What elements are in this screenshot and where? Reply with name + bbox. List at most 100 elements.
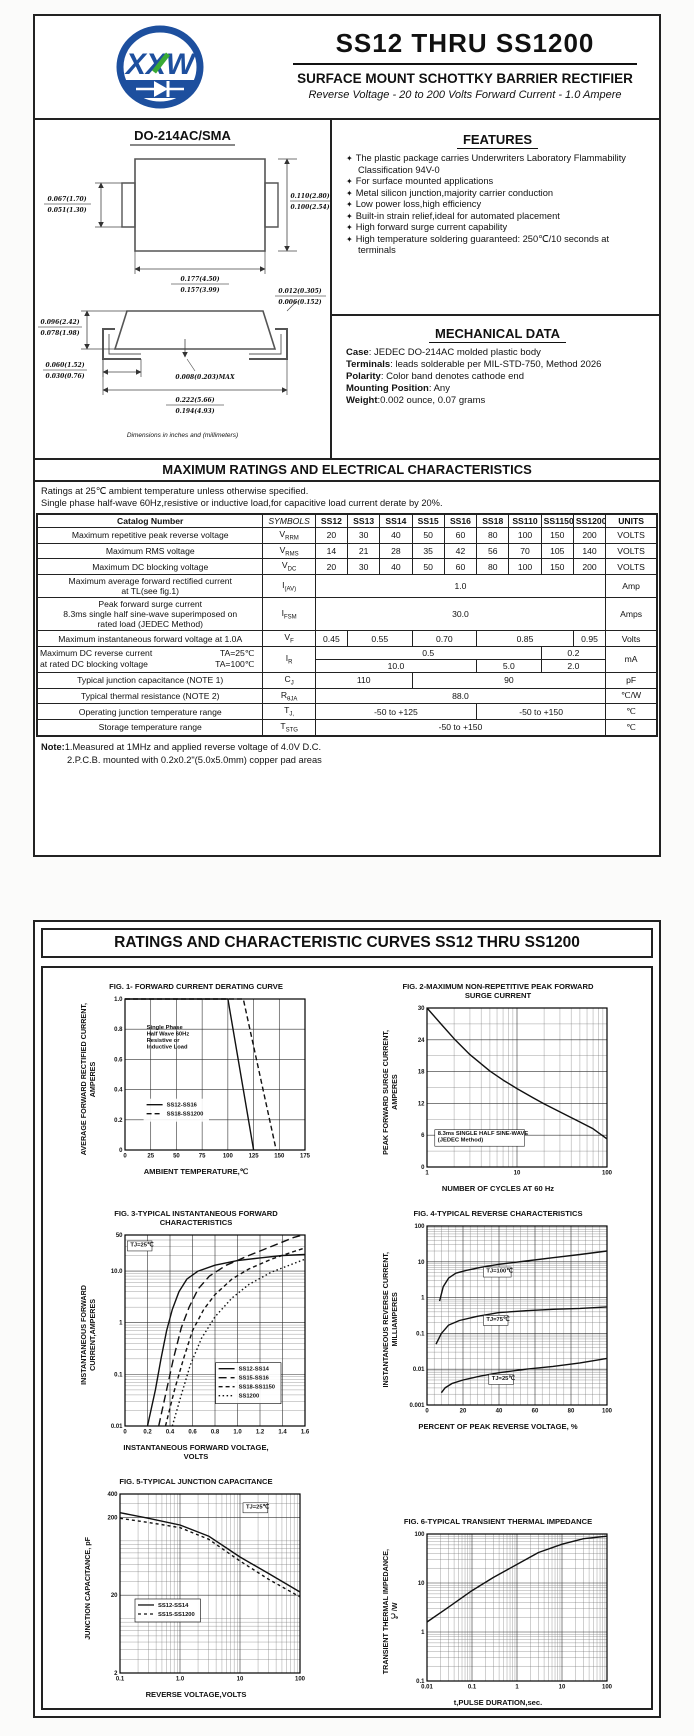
svg-text:0.078(1.98): 0.078(1.98) bbox=[40, 330, 79, 337]
svg-text:100: 100 bbox=[601, 1409, 612, 1415]
feature-item: ✦ The plastic package carries Underwriter… bbox=[346, 153, 626, 175]
table-row: Maximum average forward rectified curren… bbox=[36, 574, 658, 599]
svg-text:100: 100 bbox=[295, 1677, 306, 1683]
figures-box: FIG. 1- FORWARD CURRENT DERATING CURVE A… bbox=[41, 966, 653, 1710]
svg-text:0.6: 0.6 bbox=[188, 1430, 197, 1436]
mech-line: Mounting Position: Any bbox=[346, 383, 450, 394]
table-row: Maximum repetitive peak reverse voltage … bbox=[36, 527, 658, 544]
svg-text:TJ=25℃: TJ=25℃ bbox=[246, 1503, 270, 1510]
svg-text:1.0: 1.0 bbox=[233, 1430, 242, 1436]
title-rule bbox=[293, 63, 637, 65]
svg-text:1: 1 bbox=[515, 1685, 519, 1691]
svg-text:0.1: 0.1 bbox=[114, 1372, 123, 1378]
svg-text:0.1: 0.1 bbox=[467, 1685, 476, 1691]
ratings-conditions: Ratings at 25℃ ambient temperature unles… bbox=[35, 482, 659, 513]
figure-1: FIG. 1- FORWARD CURRENT DERATING CURVE A… bbox=[45, 982, 347, 1193]
svg-text:0.177(4.50): 0.177(4.50) bbox=[180, 276, 219, 283]
device-header: SS14 bbox=[379, 513, 413, 528]
svg-text:0.110(2.80): 0.110(2.80) bbox=[290, 193, 329, 200]
dim-body-height: 0.110(2.80) 0.100(2.54) bbox=[290, 193, 330, 211]
svg-text:25: 25 bbox=[147, 1154, 154, 1160]
features-section: FEATURES ✦ The plastic package carries Un… bbox=[332, 120, 659, 316]
device-header: SS1150 bbox=[540, 513, 574, 528]
svg-text:0: 0 bbox=[119, 1148, 123, 1154]
fig5-x-axis-label: REVERSE VOLTAGE,VOLTS bbox=[145, 1690, 247, 1699]
svg-text:18: 18 bbox=[417, 1070, 424, 1076]
svg-text:SS1200: SS1200 bbox=[238, 1394, 259, 1400]
svg-text:0.006(0.152): 0.006(0.152) bbox=[278, 299, 321, 306]
svg-text:0.01: 0.01 bbox=[421, 1685, 433, 1691]
mechanical-title: MECHANICAL DATA bbox=[346, 326, 649, 343]
svg-text:10: 10 bbox=[417, 1260, 424, 1266]
dim-overall-width: 0.222(5.66) 0.194(4.93) bbox=[166, 397, 224, 415]
fig1-y-axis-label: AVERAGE FORWARD RECTIFIED CURRENT, AMPER… bbox=[78, 1002, 97, 1156]
svg-text:0: 0 bbox=[123, 1154, 127, 1160]
fig3-title: FIG. 3-TYPICAL INSTANTANEOUS FORWARD CHA… bbox=[114, 1209, 278, 1227]
svg-text:0.6: 0.6 bbox=[114, 1057, 123, 1063]
svg-text:100: 100 bbox=[601, 1685, 612, 1691]
feature-item: ✦ Built-in strain relief,ideal for automa… bbox=[346, 210, 560, 221]
table-row: Maximum DC blocking voltage VDC 20 30 40 50… bbox=[36, 558, 658, 576]
svg-text:20: 20 bbox=[459, 1409, 466, 1415]
svg-text:0.222(5.66): 0.222(5.66) bbox=[175, 397, 214, 404]
svg-text:TJ=75℃: TJ=75℃ bbox=[486, 1316, 510, 1323]
svg-text:0: 0 bbox=[123, 1430, 127, 1436]
catalog-header: Catalog Number bbox=[36, 513, 264, 528]
svg-text:0.1: 0.1 bbox=[416, 1679, 425, 1685]
svg-text:0.01: 0.01 bbox=[412, 1367, 424, 1373]
svg-text:100: 100 bbox=[414, 1224, 425, 1230]
fig2-title: FIG. 2-MAXIMUM NON-REPETITIVE PEAK FORWA… bbox=[402, 982, 594, 1000]
diode-icon bbox=[136, 81, 184, 97]
figure-6: FIG. 6-TYPICAL TRANSIENT THERMAL IMPEDAN… bbox=[347, 1517, 649, 1707]
svg-text:100: 100 bbox=[222, 1154, 233, 1160]
svg-text:30: 30 bbox=[417, 1006, 424, 1012]
svg-text:0.8: 0.8 bbox=[114, 1027, 123, 1033]
table-notes: Note:1.Measured at 1MHz and applied reve… bbox=[35, 737, 659, 767]
fig4-y-axis-label: INSTANTANEOUS REVERSE CURRENT, MILLIAMPE… bbox=[380, 1252, 399, 1388]
fig2-y-axis-label: PEAK FORWARD SURGE CURRENT, AMPERES bbox=[380, 1029, 399, 1155]
fig5-y-axis-label: JUNCTION CAPACITANCE, pF bbox=[83, 1536, 92, 1640]
condition-line: Single phase half-wave 60Hz,resistive or… bbox=[41, 498, 443, 508]
svg-text:10: 10 bbox=[513, 1171, 520, 1177]
page-2: RATINGS AND CHARACTERISTIC CURVES SS12 T… bbox=[33, 920, 661, 1718]
svg-text:100: 100 bbox=[414, 1532, 425, 1538]
tagline: Reverse Voltage - 20 to 200 Volts Forwar… bbox=[308, 89, 622, 101]
svg-text:0: 0 bbox=[425, 1409, 429, 1415]
feature-item: ✦ Low power loss,high efficiency bbox=[346, 199, 482, 209]
svg-text:125: 125 bbox=[248, 1154, 259, 1160]
fig1-title: FIG. 1- FORWARD CURRENT DERATING CURVE bbox=[109, 982, 283, 991]
bullet-icon: ✦ bbox=[346, 188, 353, 198]
svg-text:1: 1 bbox=[119, 1321, 123, 1327]
package-drawing-panel: DO-214AC/SMA 0.067(1.70) bbox=[35, 120, 332, 458]
figure-4: FIG. 4-TYPICAL REVERSE CHARACTERISTICS I… bbox=[347, 1209, 649, 1461]
feature-item: ✦ Metal silicon junction,majority carrier… bbox=[346, 187, 554, 198]
bullet-icon: ✦ bbox=[346, 177, 353, 186]
upper-section: DO-214AC/SMA 0.067(1.70) bbox=[35, 120, 659, 460]
svg-text:0.2: 0.2 bbox=[114, 1118, 123, 1124]
svg-text:60: 60 bbox=[531, 1409, 538, 1415]
svg-text:1.2: 1.2 bbox=[255, 1430, 264, 1436]
svg-text:2: 2 bbox=[114, 1671, 118, 1677]
svg-text:12: 12 bbox=[417, 1101, 424, 1107]
svg-text:SS18-SS1200: SS18-SS1200 bbox=[166, 1112, 203, 1118]
bullet-icon: ✦ bbox=[346, 211, 353, 221]
device-header: SS1200 bbox=[572, 513, 607, 528]
svg-text:0.100(2.54): 0.100(2.54) bbox=[290, 204, 329, 211]
svg-text:SS18-SS1150: SS18-SS1150 bbox=[238, 1385, 274, 1391]
svg-text:0.008(0.203)MAX: 0.008(0.203)MAX bbox=[175, 374, 235, 381]
svg-text:0.8: 0.8 bbox=[210, 1430, 219, 1436]
dimensions-caption: Dimensions in inches and (millimeters) bbox=[126, 432, 239, 439]
svg-text:24: 24 bbox=[417, 1038, 424, 1044]
svg-text:0.157(3.99): 0.157(3.99) bbox=[180, 287, 219, 294]
header: XXW SS12 THRU SS1200 SURFACE MOUNT SCHOT… bbox=[35, 16, 659, 120]
xxw-logo-icon: XXW bbox=[116, 25, 204, 109]
subtitle: SURFACE MOUNT SCHOTTKY BARRIER RECTIFIER bbox=[297, 71, 633, 86]
dim-foot-length: 0.060(1.52) 0.030(0.76) bbox=[43, 362, 87, 380]
svg-text:TJ=25℃: TJ=25℃ bbox=[491, 1375, 515, 1382]
svg-text:1.4: 1.4 bbox=[278, 1430, 287, 1436]
symbols-header: SYMBOLS bbox=[262, 513, 316, 528]
figures-grid: FIG. 1- FORWARD CURRENT DERATING CURVE A… bbox=[45, 982, 649, 1707]
mech-line: Case: JEDEC DO-214AC molded plastic body bbox=[346, 347, 541, 358]
svg-text:0.051(1.30): 0.051(1.30) bbox=[47, 207, 86, 214]
